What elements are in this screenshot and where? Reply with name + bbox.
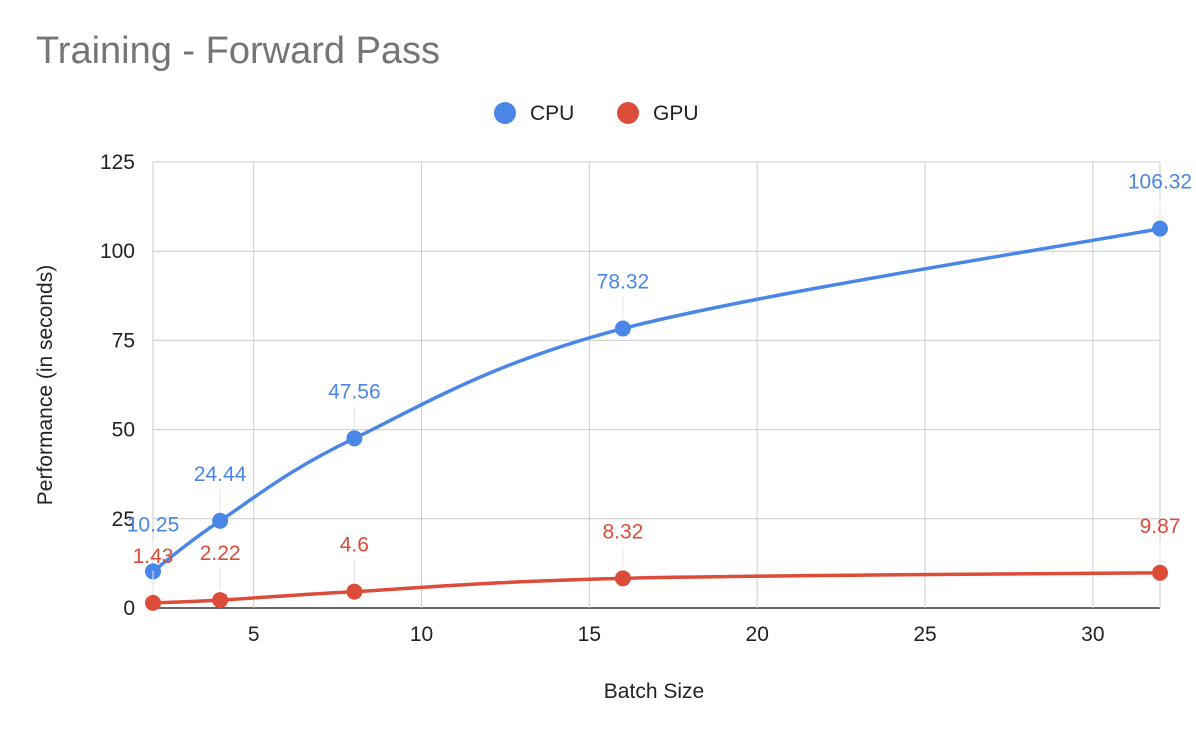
gpu-data-point (1152, 564, 1168, 581)
cpu-data-point (346, 430, 363, 447)
x-tick-label: 5 (248, 623, 260, 646)
x-tick-label: 25 (913, 623, 936, 646)
legend: CPU GPU (494, 102, 699, 125)
grid-layer (152, 161, 1161, 609)
gpu-data-label: 1.43 (133, 545, 174, 568)
series-layer (145, 220, 1168, 611)
gpu-legend-marker (617, 102, 639, 124)
axis-layer: 0 25 50 75 100 125 5 10 15 20 25 30 (100, 151, 1105, 646)
x-axis-title: Batch Size (604, 680, 704, 703)
cpu-data-point (1152, 220, 1168, 237)
gpu-data-point (145, 594, 161, 611)
y-tick-label: 25 (112, 508, 135, 531)
gpu-data-point (614, 570, 631, 587)
gpu-legend-label: GPU (653, 102, 699, 125)
x-tick-label: 15 (578, 623, 601, 646)
gpu-data-label: 2.22 (200, 542, 241, 565)
gpu-series-line (152, 571, 1161, 605)
y-tick-label: 100 (100, 240, 135, 263)
gpu-data-label: 4.6 (340, 534, 369, 557)
x-tick-label: 30 (1081, 623, 1104, 646)
y-tick-label: 50 (112, 419, 135, 442)
cpu-legend-label: CPU (530, 102, 574, 125)
cpu-data-label: 47.56 (328, 380, 381, 403)
gpu-data-point (346, 583, 363, 600)
cpu-series-line (151, 226, 1161, 573)
cpu-data-label: 106.32 (1128, 171, 1192, 194)
x-tick-label: 20 (746, 623, 769, 646)
cpu-data-label: 78.32 (597, 271, 650, 294)
gpu-data-label: 8.32 (602, 520, 643, 543)
cpu-legend-marker (494, 102, 516, 124)
y-tick-label: 0 (123, 597, 135, 620)
chart-title: Training - Forward Pass (36, 30, 441, 72)
cpu-data-point (614, 320, 631, 337)
cpu-data-label: 24.44 (194, 463, 247, 486)
x-tick-label: 10 (410, 623, 433, 646)
y-axis-title: Performance (in seconds) (34, 265, 57, 505)
y-tick-label: 75 (112, 329, 135, 352)
data-label-layer: 10.25 24.44 47.56 78.32 106.32 1.43 2.22 4.6 8.3… (127, 171, 1192, 593)
gpu-data-point (212, 592, 229, 609)
gpu-data-label: 9.87 (1140, 515, 1181, 538)
y-tick-label: 125 (100, 151, 135, 174)
cpu-data-point (212, 512, 229, 529)
cpu-data-label: 10.25 (127, 513, 180, 536)
